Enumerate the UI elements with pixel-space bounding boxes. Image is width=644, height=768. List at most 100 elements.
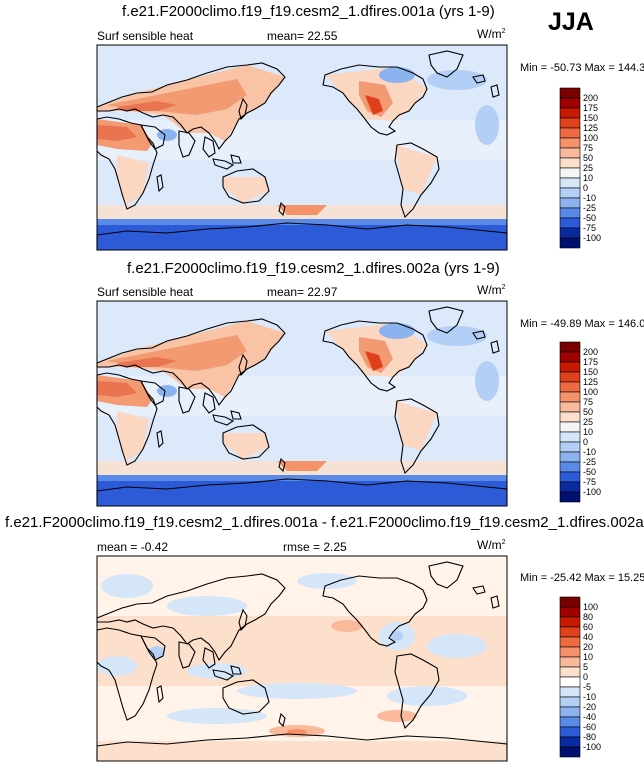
colorbar-label: -50 xyxy=(583,467,596,477)
colorbar-box xyxy=(559,411,581,423)
colorbar-box xyxy=(559,736,581,748)
colorbar-box xyxy=(559,596,581,608)
colorbar-label: 125 xyxy=(583,123,598,133)
colorbar-label: 200 xyxy=(583,93,598,103)
colorbar-label: 175 xyxy=(583,357,598,367)
colorbar-label: -40 xyxy=(583,712,596,722)
colorbar-box xyxy=(559,381,581,393)
colorbar-label: 75 xyxy=(583,397,593,407)
colorbar-label: -10 xyxy=(583,193,596,203)
panel1-title: f.e21.F2000climo.f19_f19.cesm2_1.dfires.… xyxy=(122,3,495,20)
colorbar-box xyxy=(559,127,581,139)
colorbar-label: 150 xyxy=(583,113,598,123)
panel2-map xyxy=(96,300,508,507)
colorbar-box xyxy=(559,676,581,688)
colorbar-box xyxy=(559,107,581,119)
colorbar-label: -100 xyxy=(583,233,601,243)
colorbar-box xyxy=(559,716,581,728)
colorbar-label: 25 xyxy=(583,417,593,427)
colorbar-label: 40 xyxy=(583,632,593,642)
colorbar-box xyxy=(559,686,581,698)
colorbar-box xyxy=(559,341,581,353)
colorbar-label: 100 xyxy=(583,602,598,612)
colorbar-box xyxy=(559,361,581,373)
colorbar-label: 10 xyxy=(583,173,593,183)
colorbar-label: 0 xyxy=(583,672,588,682)
colorbar-label: 0 xyxy=(583,183,588,193)
colorbar-label: 80 xyxy=(583,612,593,622)
colorbar-label: 100 xyxy=(583,387,598,397)
colorbar-label: 150 xyxy=(583,367,598,377)
colorbar-box xyxy=(559,97,581,109)
colorbar-box xyxy=(559,217,581,229)
colorbar-box xyxy=(559,431,581,443)
colorbar-box xyxy=(559,461,581,473)
panel1-map xyxy=(96,44,508,251)
panel2-units: W/m2 xyxy=(477,283,506,297)
colorbar-label: -75 xyxy=(583,223,596,233)
colorbar-box xyxy=(559,491,581,503)
colorbar-label: 100 xyxy=(583,133,598,143)
panel3-map xyxy=(96,555,508,762)
panel2-variable: Surf sensible heat xyxy=(97,285,194,299)
colorbar-box xyxy=(559,227,581,239)
colorbar-label: -20 xyxy=(583,702,596,712)
season-label: JJA xyxy=(548,8,594,36)
panel2-mean: mean= 22.97 xyxy=(267,285,338,299)
colorbar-box xyxy=(559,646,581,658)
colorbar-box xyxy=(559,746,581,758)
panel2-minmax: Min = -49.89 Max = 146.01 xyxy=(520,318,644,330)
colorbar-label: -75 xyxy=(583,477,596,487)
colorbar-label: -10 xyxy=(583,447,596,457)
colorbar-label: 60 xyxy=(583,622,593,632)
colorbar-box xyxy=(559,726,581,738)
colorbar-label: -100 xyxy=(583,487,601,497)
colorbar-label: -25 xyxy=(583,203,596,213)
colorbar-box xyxy=(559,636,581,648)
colorbar-label: 10 xyxy=(583,652,593,662)
colorbar-label: 10 xyxy=(583,427,593,437)
colorbar-box xyxy=(559,87,581,99)
colorbar-label: -25 xyxy=(583,457,596,467)
colorbar-box xyxy=(559,421,581,433)
colorbar-box xyxy=(559,401,581,413)
panel3-mean: mean = -0.42 xyxy=(97,540,169,554)
colorbar-label: 50 xyxy=(583,407,593,417)
panel3-minmax: Min = -25.42 Max = 15.25 xyxy=(520,572,644,584)
colorbar-box xyxy=(559,626,581,638)
colorbar-box xyxy=(559,147,581,159)
colorbar-box xyxy=(559,351,581,363)
colorbar-label: -60 xyxy=(583,722,596,732)
colorbar-label: 125 xyxy=(583,377,598,387)
colorbar-label: 200 xyxy=(583,347,598,357)
panel1-variable: Surf sensible heat xyxy=(97,29,194,43)
colorbar-box xyxy=(559,616,581,628)
colorbar-box xyxy=(559,656,581,668)
panel3-units: W/m2 xyxy=(477,538,506,552)
colorbar-box xyxy=(559,237,581,249)
colorbar-box xyxy=(559,706,581,718)
colorbar-box xyxy=(559,197,581,209)
colorbar-box xyxy=(559,187,581,199)
colorbar-box xyxy=(559,471,581,483)
colorbar-label: 175 xyxy=(583,103,598,113)
colorbar-label: 50 xyxy=(583,153,593,163)
colorbar-box xyxy=(559,157,581,169)
colorbar-box xyxy=(559,117,581,129)
colorbar-label: 5 xyxy=(583,662,588,672)
colorbar-box xyxy=(559,666,581,678)
colorbar-label: -5 xyxy=(583,682,591,692)
colorbar-label: -80 xyxy=(583,732,596,742)
colorbar-box xyxy=(559,451,581,463)
panel3-title: f.e21.F2000climo.f19_f19.cesm2_1.dfires.… xyxy=(5,514,644,531)
colorbar-box xyxy=(559,441,581,453)
panel1-units: W/m2 xyxy=(477,27,506,41)
colorbar-box xyxy=(559,167,581,179)
colorbar-box xyxy=(559,207,581,219)
colorbar-label: 20 xyxy=(583,642,593,652)
colorbar-label: -10 xyxy=(583,692,596,702)
